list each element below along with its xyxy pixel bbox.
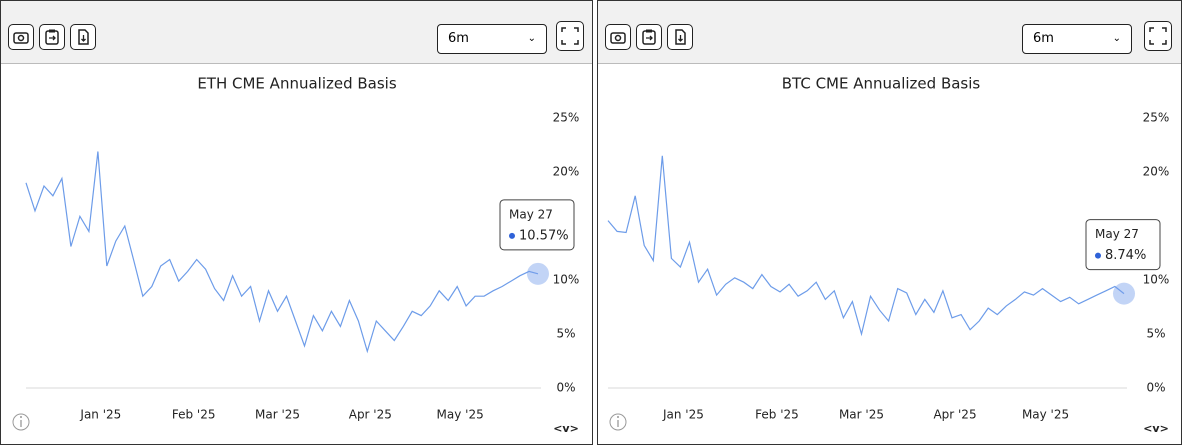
icon xyxy=(610,32,626,44)
tooltip-date: May 27 xyxy=(1095,227,1139,241)
y-tick-label: 10% xyxy=(553,273,580,287)
x-tick-label: May '25 xyxy=(1022,408,1069,422)
icon xyxy=(45,29,59,45)
info-icon-dot xyxy=(617,416,619,418)
range-select[interactable]: 6m ⌄ xyxy=(1022,24,1132,54)
chart: BTC CME Annualized Basis 0% 5% 10% 20% 25% Jan… xyxy=(607,75,1170,435)
x-tick-label: May '25 xyxy=(437,408,484,422)
icon xyxy=(1149,27,1167,45)
data-line xyxy=(25,151,539,354)
info-icon-dot xyxy=(20,416,22,418)
icon xyxy=(642,29,656,45)
x-tick-label: Mar '25 xyxy=(839,408,884,422)
x-tick-label: Feb '25 xyxy=(755,408,799,422)
y-tick-label: 0% xyxy=(556,381,575,395)
tooltip-dot xyxy=(1095,252,1101,259)
tooltip-box xyxy=(1085,219,1161,271)
nav-control: <v> xyxy=(1143,422,1169,435)
icon xyxy=(675,29,686,45)
y-tick-label: 0% xyxy=(1146,381,1165,395)
tooltip-date: May 27 xyxy=(509,207,553,221)
icon xyxy=(78,29,89,45)
tooltip-dot xyxy=(509,232,515,239)
x-tick-label: Mar '25 xyxy=(255,408,300,422)
tooltip-box xyxy=(499,199,575,251)
fullscreen-button[interactable] xyxy=(1144,21,1172,51)
copy-button[interactable] xyxy=(636,24,662,50)
chart-title: BTC CME Annualized Basis xyxy=(782,75,981,93)
range-select-value: 6m xyxy=(448,31,469,46)
y-tick-label: 25% xyxy=(553,111,580,125)
chart-title: ETH CME Annualized Basis xyxy=(197,75,397,93)
y-tick-label: 20% xyxy=(1143,165,1170,179)
y-tick-label: 5% xyxy=(1146,327,1165,341)
tooltip-value: 8.74% xyxy=(1105,248,1146,263)
range-select[interactable]: 6m ⌄ xyxy=(437,24,547,54)
dropdown-caret: ⌄ xyxy=(527,33,536,44)
copy-button[interactable] xyxy=(39,24,65,50)
y-tick-label: 25% xyxy=(1143,111,1170,125)
chart-panel: 6m ⌄ ETH CME Annualized Basis 0% 5% 10% 20% 25%… xyxy=(0,0,593,445)
data-line xyxy=(607,155,1125,337)
download-button[interactable] xyxy=(667,24,693,50)
toolbar: 6m ⌄ xyxy=(598,1,1181,64)
dropdown-caret: ⌄ xyxy=(1112,33,1121,44)
y-tick-label: 20% xyxy=(553,165,580,179)
toolbar: 6m ⌄ xyxy=(1,1,592,64)
info-icon xyxy=(12,413,30,431)
range-select-value: 6m xyxy=(1033,31,1054,46)
hover-point xyxy=(1113,282,1135,305)
icon xyxy=(13,32,29,44)
screenshot-button[interactable] xyxy=(605,24,631,50)
chart-panel: 6m ⌄ BTC CME Annualized Basis 0% 5% 10% 20% 25%… xyxy=(597,0,1182,445)
x-tick-label: Jan '25 xyxy=(79,408,121,422)
download-button[interactable] xyxy=(70,24,96,50)
info-icon xyxy=(609,413,627,431)
y-tick-label: 10% xyxy=(1143,273,1170,287)
fullscreen-button[interactable] xyxy=(556,21,584,51)
hover-point xyxy=(527,262,549,285)
x-tick-label: Apr '25 xyxy=(933,408,976,422)
chart: ETH CME Annualized Basis 0% 5% 10% 20% 25% Jan… xyxy=(12,75,580,435)
icon xyxy=(561,27,579,45)
x-tick-label: Feb '25 xyxy=(172,408,216,422)
tooltip-value: 10.57% xyxy=(519,228,569,243)
x-tick-label: Apr '25 xyxy=(349,408,392,422)
x-tick-label: Jan '25 xyxy=(662,408,704,422)
screenshot-button[interactable] xyxy=(8,24,34,50)
y-tick-label: 5% xyxy=(556,327,575,341)
nav-control: <v> xyxy=(553,422,579,435)
